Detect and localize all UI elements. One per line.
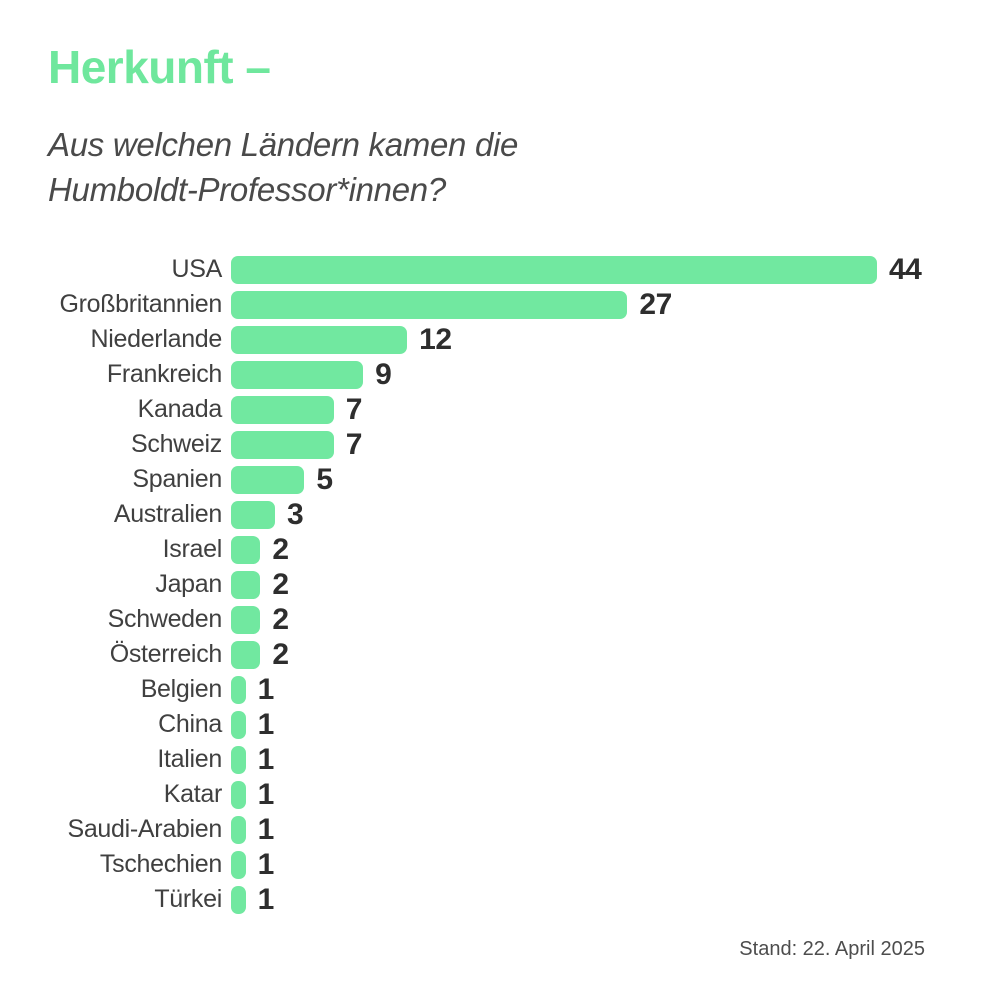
bar-row: Niederlande 12 (40, 322, 952, 357)
value-label: 44 (889, 252, 922, 286)
bar (231, 360, 364, 389)
bar (231, 500, 276, 529)
value-label: 1 (257, 812, 275, 846)
country-label: Spanien (132, 465, 222, 493)
value-label: 5 (316, 462, 333, 496)
bar-row: Kanada 7 (40, 392, 952, 427)
value-label: 1 (257, 847, 275, 881)
value-label: 1 (257, 777, 275, 811)
country-label: Israel (162, 535, 223, 563)
bar-row: Großbritannien 27 (40, 287, 952, 322)
value-label: 2 (272, 602, 289, 636)
bar (231, 780, 246, 809)
bar (231, 815, 246, 844)
country-label: USA (171, 255, 222, 283)
bar-row: Japan 2 (40, 567, 952, 602)
bar-row: Österreich 2 (40, 637, 952, 672)
bar-row: Saudi-Arabien 1 (40, 812, 952, 847)
bar (231, 885, 246, 914)
value-label: 9 (375, 357, 392, 391)
country-label: Türkei (154, 885, 222, 913)
bar (231, 535, 261, 564)
subtitle-line-1: Aus welchen Ländern kamen die (48, 126, 519, 163)
bar (231, 290, 628, 319)
bar (231, 255, 877, 284)
bar (231, 430, 334, 459)
value-label: 12 (419, 322, 452, 356)
country-label: China (158, 710, 222, 738)
bar (231, 850, 246, 879)
bar-row: Spanien 5 (40, 462, 952, 497)
value-label: 7 (345, 427, 363, 461)
country-label: Saudi-Arabien (67, 815, 222, 843)
bar (231, 605, 261, 634)
page-title: Herkunft – (48, 41, 271, 93)
bar (231, 395, 334, 424)
country-label: Kanada (137, 395, 223, 423)
country-label: Schweiz (131, 430, 222, 458)
value-label: 1 (257, 707, 275, 741)
country-label: Tschechien (99, 850, 222, 878)
bar (231, 745, 246, 774)
value-label: 1 (257, 742, 275, 776)
bar-row: Tschechien 1 (40, 847, 952, 882)
bar (231, 675, 246, 704)
country-label: Katar (163, 780, 223, 808)
country-label: Japan (155, 570, 222, 598)
bar-row: Frankreich 9 (40, 357, 952, 392)
value-label: 7 (345, 392, 363, 426)
country-label: Schweden (107, 605, 223, 633)
value-label: 2 (272, 532, 289, 566)
bar-row: Schweden 2 (40, 602, 952, 637)
bar (231, 465, 305, 494)
value-label: 1 (257, 882, 275, 916)
value-label: 1 (257, 672, 275, 706)
value-label: 3 (287, 497, 304, 531)
country-label: Belgien (140, 675, 223, 703)
country-label: Italien (157, 745, 222, 773)
bar (231, 325, 408, 354)
bar-row: Israel 2 (40, 532, 952, 567)
bar-row: Belgien 1 (40, 672, 952, 707)
country-label: Österreich (109, 640, 223, 668)
bar (231, 570, 261, 599)
country-label: Australien (113, 500, 222, 528)
bar-row: China 1 (40, 707, 952, 742)
value-label: 27 (639, 287, 672, 321)
country-label: Frankreich (106, 360, 222, 388)
bar-row: Italien 1 (40, 742, 952, 777)
status-date: Stand: 22. April 2025 (739, 938, 925, 960)
bar (231, 640, 261, 669)
bar-row: Australien 3 (40, 497, 952, 532)
country-label: Niederlande (90, 325, 222, 353)
bar-row: Katar 1 (40, 777, 952, 812)
value-label: 2 (272, 637, 289, 671)
chart-subtitle: Aus welchen Ländern kamen die Humboldt-P… (48, 122, 518, 212)
bar-row: Schweiz 7 (40, 427, 952, 462)
subtitle-line-2: Humboldt-Professor*innen? (48, 171, 446, 208)
bar-row: USA 44 (40, 252, 952, 287)
bar-chart: USA 44 Großbritannien 27 Niederlande 12 Frankr… (40, 252, 952, 917)
country-label: Großbritannien (59, 290, 222, 318)
bar (231, 710, 246, 739)
bar-row: Türkei 1 (40, 882, 952, 917)
value-label: 2 (272, 567, 289, 601)
